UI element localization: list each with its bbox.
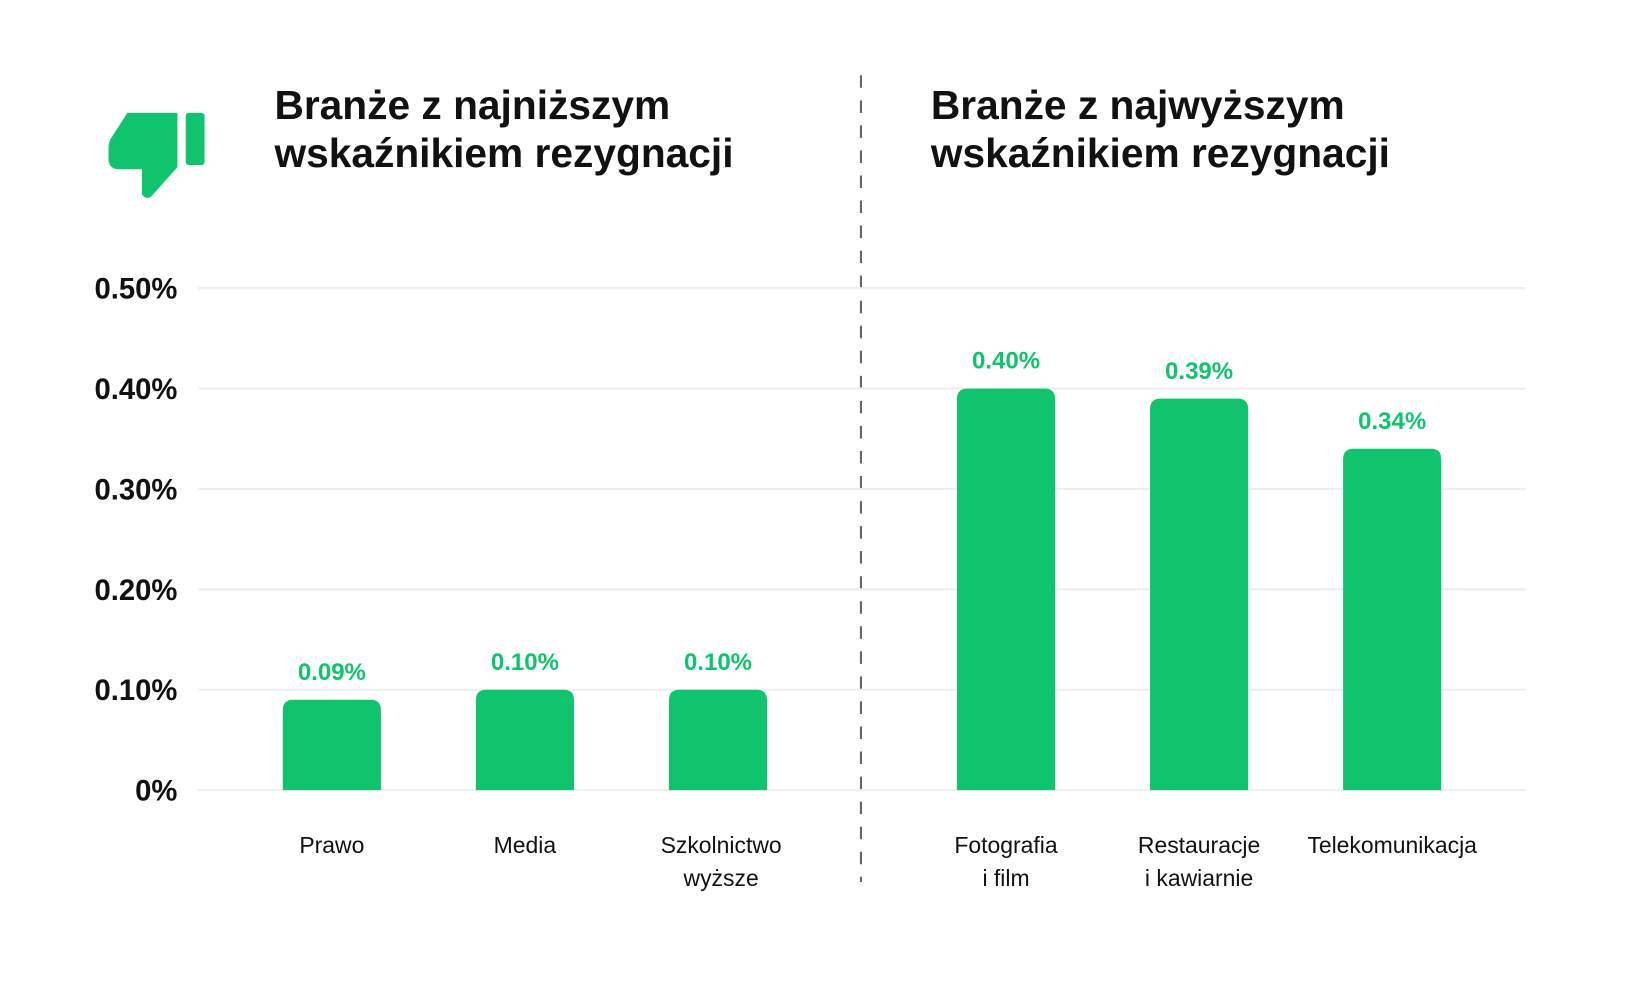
- bar: [475, 689, 574, 791]
- value-label: 0.09%: [298, 659, 366, 686]
- y-tick-label: 0.50%: [95, 274, 178, 306]
- category-label: wyższe: [683, 865, 759, 891]
- category-label: i film: [982, 865, 1029, 891]
- y-tick-label: 0.40%: [95, 374, 178, 406]
- panel-title: wskaźnikiem rezygnacji: [273, 130, 733, 176]
- value-label: 0.10%: [491, 649, 559, 676]
- category-label: Prawo: [299, 832, 364, 858]
- panel-title: Branże z najniższym: [274, 82, 670, 128]
- y-tick-label: 0%: [135, 776, 177, 808]
- category-label: Szkolnictwo: [661, 832, 782, 858]
- bar: [282, 699, 381, 791]
- category-label: Media: [494, 832, 557, 858]
- y-tick-label: 0.30%: [95, 474, 178, 506]
- value-label: 0.39%: [1165, 358, 1233, 385]
- category-label: Telekomunikacja: [1307, 832, 1477, 858]
- value-label: 0.10%: [684, 649, 752, 676]
- y-tick-label: 0.10%: [95, 675, 178, 707]
- category-label: i kawiarnie: [1145, 865, 1253, 891]
- bar: [1343, 448, 1442, 791]
- panel-title: Branże z najwyższym: [931, 82, 1345, 128]
- y-tick-label: 0.20%: [95, 575, 178, 607]
- bar: [956, 388, 1056, 791]
- panel-title: wskaźnikiem rezygnacji: [930, 130, 1390, 176]
- thumbs-down-icon: [108, 112, 205, 199]
- category-label: Restauracje: [1138, 832, 1260, 858]
- category-label: Fotografia: [954, 832, 1058, 858]
- bar: [1150, 398, 1249, 791]
- value-label: 0.40%: [972, 348, 1040, 375]
- bar: [668, 689, 768, 791]
- value-label: 0.34%: [1358, 408, 1426, 435]
